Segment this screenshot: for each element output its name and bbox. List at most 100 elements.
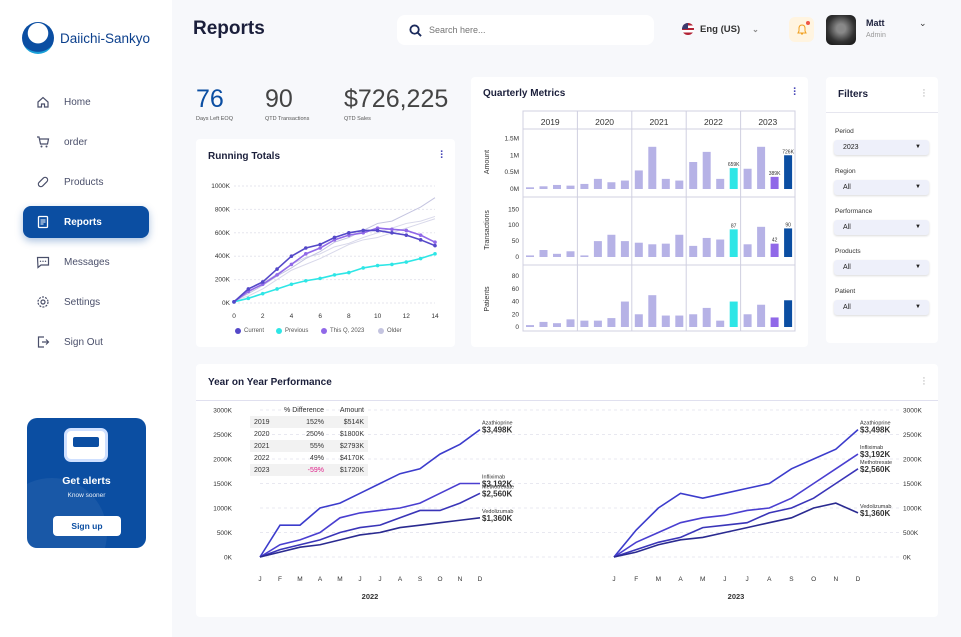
sidebar-item-label: Sign Out <box>64 336 103 348</box>
stat-label: QTD Transactions <box>265 116 310 122</box>
legend-label: Current <box>244 328 265 334</box>
bar <box>661 243 670 257</box>
filter-label: Products <box>835 248 861 255</box>
filter-region-select[interactable]: All ▼ <box>834 180 929 195</box>
filter-value: All <box>843 184 851 191</box>
user-role: Admin <box>866 32 886 39</box>
bar <box>716 320 725 327</box>
search-input[interactable] <box>429 25 629 35</box>
sidebar-item-label: Home <box>64 96 91 108</box>
bar <box>661 178 670 189</box>
table-cell: $4170K <box>339 454 364 462</box>
year-header: 2023 <box>758 117 777 127</box>
filter-patient-select[interactable]: All ▼ <box>834 300 929 315</box>
table-row: 2021 55% $2793K <box>250 440 368 452</box>
sidebar-item-order[interactable]: order <box>23 126 149 158</box>
bar <box>729 229 738 257</box>
yoy-panel: Year on Year Performance · · · <box>196 364 938 617</box>
legend-older: Older <box>378 328 402 334</box>
gear-icon <box>37 296 49 308</box>
data-point <box>303 278 308 283</box>
y-tick-label: 50 <box>512 238 520 245</box>
bar <box>593 320 602 327</box>
x-tick-label: 8 <box>347 313 351 320</box>
bar <box>580 183 589 189</box>
bar <box>743 244 752 257</box>
bar <box>675 234 684 257</box>
data-point <box>232 300 236 304</box>
data-point <box>390 262 394 267</box>
sidebar-item-products[interactable]: Products <box>23 166 149 198</box>
sidebar-item-home[interactable]: Home <box>23 86 149 118</box>
data-point <box>318 242 322 247</box>
more-options-icon[interactable]: · · · <box>440 146 444 164</box>
data-point <box>418 233 423 237</box>
column-header: % Difference <box>284 406 324 414</box>
search-box[interactable] <box>397 15 654 45</box>
report-icon <box>37 215 49 229</box>
panel-title: Running Totals <box>208 151 281 162</box>
bell-icon <box>796 23 807 34</box>
data-point <box>260 291 265 296</box>
bar <box>770 243 779 257</box>
filter-performance-select[interactable]: All ▼ <box>834 220 929 235</box>
brand-logo[interactable]: Daiichi-Sankyo <box>22 22 150 54</box>
caret-down-icon: ▼ <box>915 304 921 310</box>
bar <box>648 146 657 189</box>
bar <box>566 251 575 257</box>
avatar[interactable] <box>826 15 856 45</box>
y-tick-label: 60 <box>512 286 520 293</box>
data-label: 659K <box>728 162 740 168</box>
y-tick-label: 200K <box>215 277 231 284</box>
sidebar-item-sign-out[interactable]: Sign Out <box>23 326 149 358</box>
x-tick-label: 14 <box>431 313 439 320</box>
table-cell: -59% <box>276 464 328 476</box>
more-options-icon[interactable]: · · · <box>922 372 926 390</box>
row-axis-label: Amount <box>484 150 491 174</box>
data-point <box>289 262 294 267</box>
column-header: Amount <box>339 406 364 414</box>
stat-label: Days Left EOQ <box>196 116 233 122</box>
data-label: 42 <box>772 238 778 244</box>
data-label: 90 <box>785 222 791 228</box>
table-cell: 152% <box>276 416 328 428</box>
row-axis-label: Transactions <box>484 210 491 250</box>
bar <box>539 186 548 189</box>
bar <box>702 151 711 189</box>
more-options-icon[interactable]: · · · <box>793 83 797 101</box>
filter-value: All <box>843 264 851 271</box>
sidebar-item-messages[interactable]: Messages <box>23 246 149 278</box>
bar <box>539 321 548 327</box>
filter-label: Performance <box>835 208 873 215</box>
data-point <box>418 256 423 261</box>
running-totals-panel: Running Totals · · · 0K 200K 400K 600K 800K 100… <box>196 139 455 347</box>
bar <box>580 320 589 327</box>
table-row: 2022 49% $4170K <box>250 452 368 464</box>
user-menu-chevron-icon[interactable]: ⌄ <box>919 18 927 28</box>
bar <box>620 301 629 327</box>
divider <box>196 400 938 401</box>
y-tick-label: 600K <box>215 230 231 237</box>
filter-period-select[interactable]: 2023 ▼ <box>834 140 929 155</box>
data-point <box>433 252 437 256</box>
pill-icon <box>37 176 49 188</box>
bar <box>526 325 534 327</box>
data-point <box>303 246 308 250</box>
language-selector[interactable]: Eng (US) ⌄ <box>682 23 759 35</box>
column-header <box>250 404 276 416</box>
pager-icon <box>64 428 108 462</box>
caret-down-icon: ▼ <box>915 224 921 230</box>
filter-products-select[interactable]: All ▼ <box>834 260 929 275</box>
bar <box>593 178 602 189</box>
bar <box>729 168 738 189</box>
notification-dot <box>806 21 810 25</box>
sidebar-item-reports[interactable]: Reports <box>23 206 149 238</box>
data-point <box>404 228 409 233</box>
signup-button[interactable]: Sign up <box>53 516 121 536</box>
notification-button[interactable] <box>789 17 814 42</box>
bar <box>675 180 684 189</box>
sidebar-item-settings[interactable]: Settings <box>23 286 149 318</box>
more-options-icon[interactable]: · · · <box>922 84 926 102</box>
bar <box>620 241 629 257</box>
y-tick-label: 80 <box>512 273 520 280</box>
